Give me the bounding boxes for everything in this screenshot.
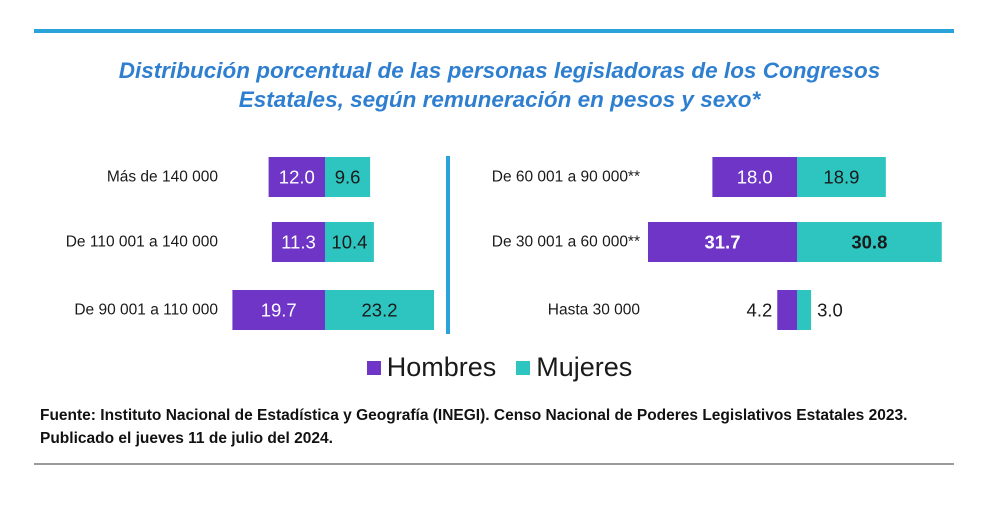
bar-hombres-p0-r0	[268, 157, 325, 197]
value-label-mujeres-p0-r1: 10.4	[331, 232, 367, 253]
legend-item-hombres: Hombres	[366, 352, 497, 383]
bar-hombres-p0-r1	[271, 222, 325, 262]
bar-hombres-p1-r0	[712, 157, 797, 197]
value-label-hombres-p0-r1: 11.3	[281, 232, 316, 253]
panel-divider	[446, 156, 450, 334]
bar-mujeres-p1-r2	[797, 290, 812, 330]
bar-mujeres-p1-r1	[797, 222, 942, 262]
category-label-p1-r1: De 30 001 a 60 000**	[492, 234, 640, 251]
bar-hombres-p1-r2	[777, 290, 797, 330]
legend: Hombres Mujeres	[0, 352, 999, 383]
source-note: Fuente: Instituto Nacional de Estadístic…	[40, 404, 960, 450]
legend-swatch-mujeres	[516, 360, 531, 375]
chart-title-line-1: Distribución porcentual de las personas …	[118, 58, 881, 83]
bar-mujeres-p1-r0	[797, 157, 886, 197]
value-label-mujeres-p1-r0: 18.9	[823, 167, 859, 188]
legend-label-mujeres: Mujeres	[536, 352, 633, 382]
category-label-p1-r2: Hasta 30 000	[548, 302, 641, 319]
value-label-mujeres-p0-r2: 23.2	[362, 300, 398, 321]
chart-title-line-2: Estatales, según remuneración en pesos y…	[238, 87, 761, 112]
value-label-mujeres-p1-r1: 30.8	[851, 232, 887, 253]
value-label-mujeres-p1-r2: 3.0	[817, 300, 843, 321]
category-label-p0-r1: De 110 001 a 140 000	[66, 234, 219, 251]
bottom-rule	[34, 463, 954, 465]
category-label-p0-r2: De 90 001 a 110 000	[74, 302, 218, 319]
value-label-hombres-p1-r2: 4.2	[747, 300, 773, 321]
value-label-hombres-p1-r1: 31.7	[704, 232, 740, 253]
source-line-2: Publicado el jueves 11 de julio del 2024…	[40, 430, 333, 447]
value-label-mujeres-p0-r0: 9.6	[335, 167, 361, 188]
value-label-hombres-p0-r0: 12.0	[279, 167, 315, 188]
chart: Más de 140 000 12.0 9.6 De 110 001 a 140 00…	[66, 156, 942, 334]
source-line-1: Fuente: Instituto Nacional de Estadístic…	[40, 407, 908, 424]
category-label-p1-r0: De 60 001 a 90 000**	[492, 169, 640, 186]
value-label-hombres-p0-r2: 19.7	[261, 300, 297, 321]
bar-mujeres-p0-r2	[325, 290, 435, 330]
value-label-hombres-p1-r0: 18.0	[737, 167, 773, 188]
top-rule	[34, 29, 954, 33]
legend-item-mujeres: Mujeres	[516, 352, 632, 383]
bar-mujeres-p0-r0	[325, 157, 371, 197]
bar-mujeres-p0-r1	[325, 222, 374, 262]
category-label-p0-r0: Más de 140 000	[107, 169, 219, 186]
legend-label-hombres: Hombres	[386, 352, 497, 382]
bar-hombres-p0-r2	[232, 290, 325, 330]
legend-swatch-hombres	[366, 360, 381, 375]
chart-title: Distribución porcentual de las personas …	[0, 56, 999, 114]
bar-hombres-p1-r1	[648, 222, 797, 262]
